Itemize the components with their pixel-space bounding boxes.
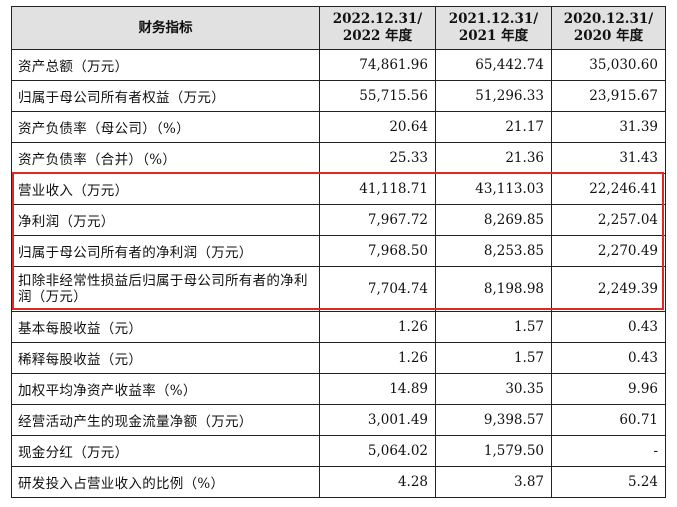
header-row: 财务指标 2022.12.31/ 2022 年度 2021.12.31/ 202… xyxy=(11,6,666,50)
value-2020: 35,030.60 xyxy=(551,49,666,81)
row-label: 经营活动产生的现金流量净额（万元） xyxy=(11,404,320,436)
row-label: 资产负债率（合并）（%） xyxy=(11,142,320,174)
table-row: 经营活动产生的现金流量净额（万元） 3,001.49 9,398.57 60.7… xyxy=(11,404,666,436)
value-2020: 2,249.39 xyxy=(551,266,666,312)
value-2022: 3,001.49 xyxy=(319,404,436,436)
value-2021: 30.35 xyxy=(435,373,552,405)
table-row: 加权平均净资产收益率（%） 14.89 30.35 9.96 xyxy=(11,373,666,405)
table-row: 资产负债率（母公司）（%） 20.64 21.17 31.39 xyxy=(11,111,666,143)
value-2021: 3.87 xyxy=(435,466,552,498)
value-2021: 65,442.74 xyxy=(435,49,552,81)
value-2021: 1,579.50 xyxy=(435,435,552,467)
value-2021: 8,198.98 xyxy=(435,266,552,312)
table-row: 净利润（万元） 7,967.72 8,269.85 2,257.04 xyxy=(11,204,666,236)
table-row: 现金分红（万元） 5,064.02 1,579.50 - xyxy=(11,435,666,467)
value-2021: 1.57 xyxy=(435,342,552,374)
header-2021: 2021.12.31/ 2021 年度 xyxy=(435,6,552,50)
value-2020: 0.43 xyxy=(551,311,666,343)
value-2021: 8,253.85 xyxy=(435,235,552,267)
value-2022: 1.26 xyxy=(319,311,436,343)
value-2020: 22,246.41 xyxy=(551,173,666,205)
header-2020-date: 2020.12.31/ xyxy=(563,11,654,27)
row-label: 基本每股收益（元） xyxy=(11,311,320,343)
row-label: 营业收入（万元） xyxy=(11,173,320,205)
value-2021: 1.57 xyxy=(435,311,552,343)
value-2020: 5.24 xyxy=(551,466,666,498)
header-2022-date: 2022.12.31/ xyxy=(332,11,423,27)
row-label: 净利润（万元） xyxy=(11,204,320,236)
value-2020: 9.96 xyxy=(551,373,666,405)
value-2020: 60.71 xyxy=(551,404,666,436)
header-2022: 2022.12.31/ 2022 年度 xyxy=(319,6,436,50)
value-2021: 9,398.57 xyxy=(435,404,552,436)
value-2022: 74,861.96 xyxy=(319,49,436,81)
value-2022: 7,704.74 xyxy=(319,266,436,312)
header-2022-year: 2022 年度 xyxy=(342,28,413,44)
value-2021: 21.17 xyxy=(435,111,552,143)
value-2020: 31.39 xyxy=(551,111,666,143)
table-row: 基本每股收益（元） 1.26 1.57 0.43 xyxy=(11,311,666,343)
value-2021: 21.36 xyxy=(435,142,552,174)
value-2022: 41,118.71 xyxy=(319,173,436,205)
row-label: 资产负债率（母公司）（%） xyxy=(11,111,320,143)
header-2020-year: 2020 年度 xyxy=(573,28,644,44)
value-2020: 0.43 xyxy=(551,342,666,374)
value-2020: - xyxy=(551,435,666,467)
row-label: 资产总额（万元） xyxy=(11,49,320,81)
value-2022: 20.64 xyxy=(319,111,436,143)
header-2020: 2020.12.31/ 2020 年度 xyxy=(551,6,666,50)
row-label: 研发投入占营业收入的比例（%） xyxy=(11,466,320,498)
value-2022: 7,968.50 xyxy=(319,235,436,267)
value-2020: 2,257.04 xyxy=(551,204,666,236)
row-label: 现金分红（万元） xyxy=(11,435,320,467)
value-2020: 2,270.49 xyxy=(551,235,666,267)
table-row: 资产负债率（合并）（%） 25.33 21.36 31.43 xyxy=(11,142,666,174)
table-row: 资产总额（万元） 74,861.96 65,442.74 35,030.60 xyxy=(11,49,666,81)
value-2022: 25.33 xyxy=(319,142,436,174)
header-2021-year: 2021 年度 xyxy=(458,28,529,44)
value-2022: 7,967.72 xyxy=(319,204,436,236)
table-row: 研发投入占营业收入的比例（%） 4.28 3.87 5.24 xyxy=(11,466,666,498)
value-2022: 55,715.56 xyxy=(319,80,436,112)
value-2022: 14.89 xyxy=(319,373,436,405)
value-2022: 5,064.02 xyxy=(319,435,436,467)
row-label: 归属于母公司所有者的净利润（万元） xyxy=(11,235,320,267)
financial-indicators-table: 财务指标 2022.12.31/ 2022 年度 2021.12.31/ 202… xyxy=(11,6,666,498)
value-2022: 1.26 xyxy=(319,342,436,374)
value-2021: 43,113.03 xyxy=(435,173,552,205)
value-2022: 4.28 xyxy=(319,466,436,498)
header-indicator-label: 财务指标 xyxy=(138,19,193,36)
table-row: 扣除非经常性损益后归属于母公司所有者的净利润（万元） 7,704.74 8,19… xyxy=(11,266,666,312)
row-label: 扣除非经常性损益后归属于母公司所有者的净利润（万元） xyxy=(11,266,320,312)
value-2021: 51,296.33 xyxy=(435,80,552,112)
header-2021-date: 2021.12.31/ xyxy=(448,11,539,27)
row-label: 加权平均净资产收益率（%） xyxy=(11,373,320,405)
row-label: 归属于母公司所有者权益（万元） xyxy=(11,80,320,112)
table-row: 归属于母公司所有者的净利润（万元） 7,968.50 8,253.85 2,27… xyxy=(11,235,666,267)
value-2021: 8,269.85 xyxy=(435,204,552,236)
value-2020: 31.43 xyxy=(551,142,666,174)
table-row: 归属于母公司所有者权益（万元） 55,715.56 51,296.33 23,9… xyxy=(11,80,666,112)
table-row: 稀释每股收益（元） 1.26 1.57 0.43 xyxy=(11,342,666,374)
value-2020: 23,915.67 xyxy=(551,80,666,112)
row-label: 稀释每股收益（元） xyxy=(11,342,320,374)
header-indicator: 财务指标 xyxy=(11,6,320,50)
table-row: 营业收入（万元） 41,118.71 43,113.03 22,246.41 xyxy=(11,173,666,205)
